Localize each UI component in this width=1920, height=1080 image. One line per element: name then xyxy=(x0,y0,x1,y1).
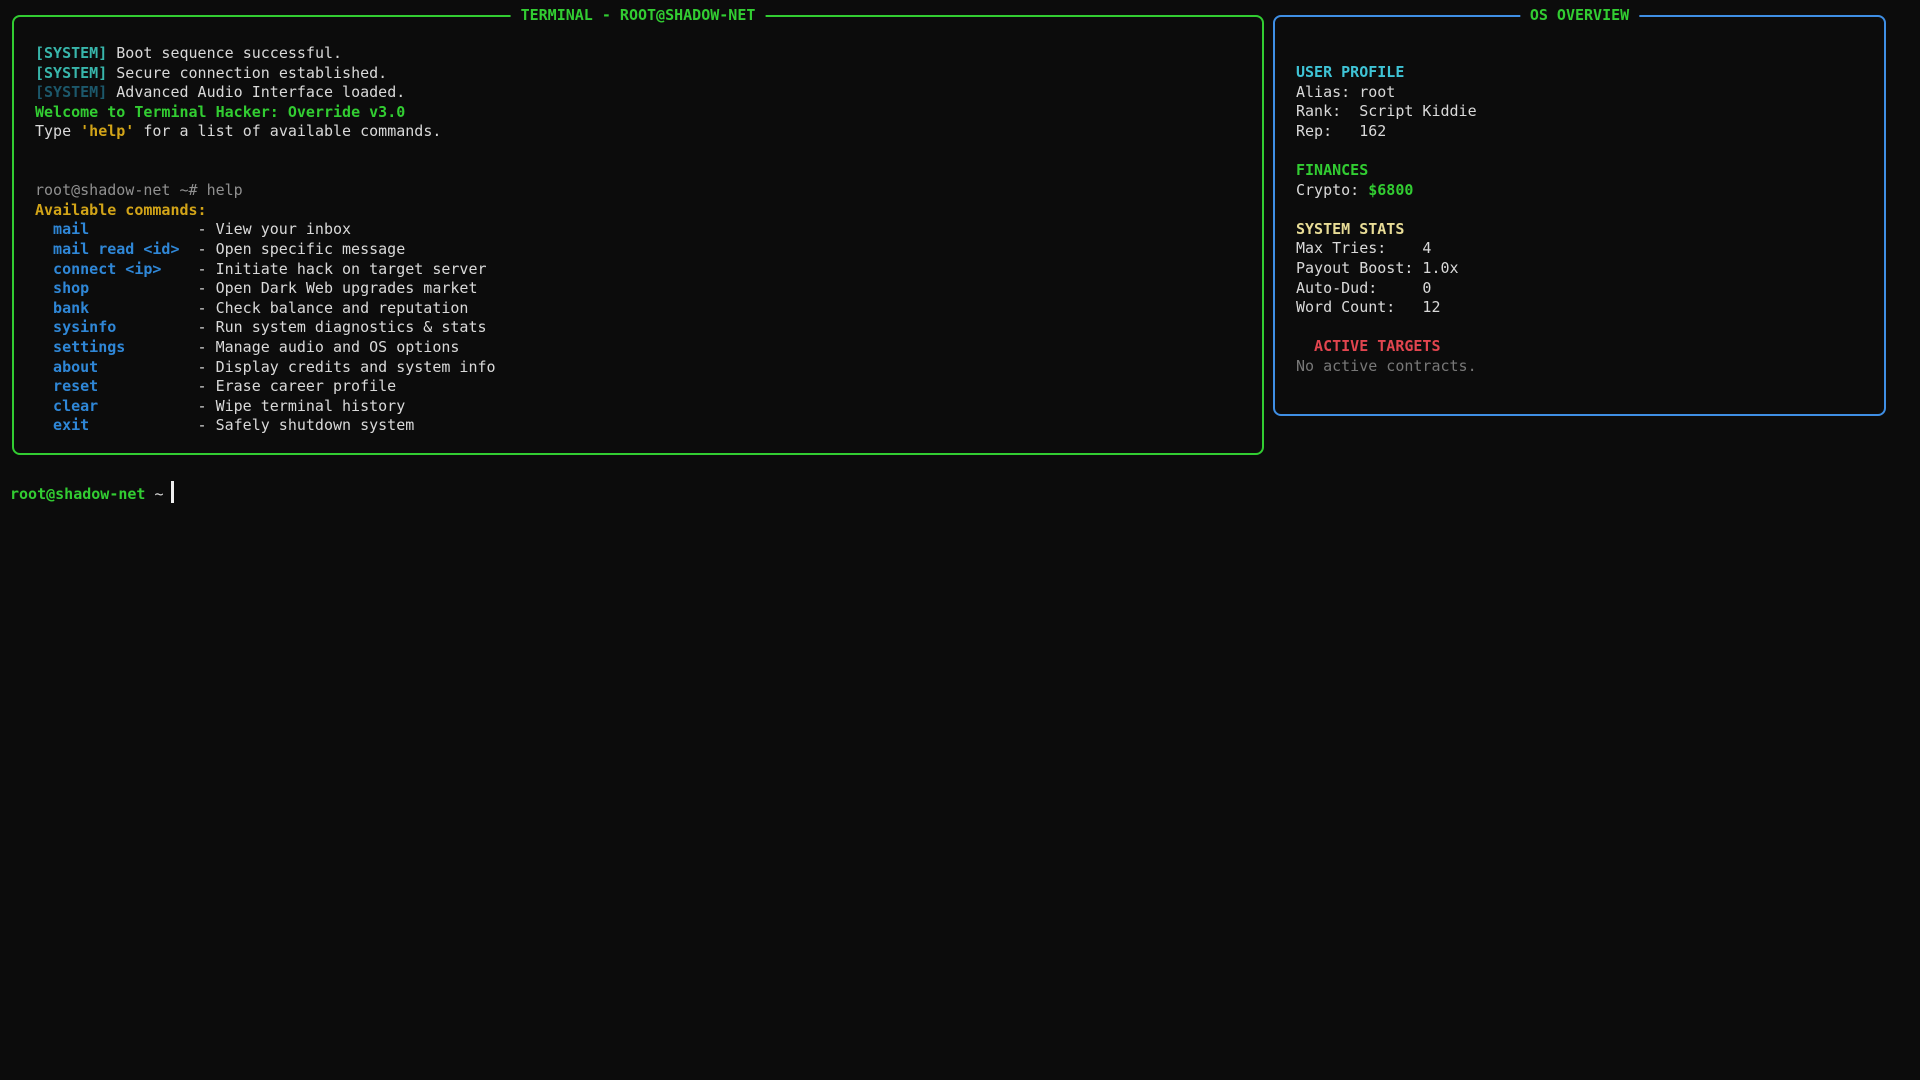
profile-value: 162 xyxy=(1359,121,1387,140)
profile-label: Rank: xyxy=(1296,102,1342,121)
os-overview-panel-title: OS OVERVIEW xyxy=(1519,6,1640,26)
text-cursor xyxy=(170,481,174,503)
stat-row: Payout Boost: 1.0x xyxy=(1296,259,1864,279)
command-row: mail - View your inbox xyxy=(35,220,1242,240)
terminal-panel: TERMINAL - ROOT@SHADOW-NET [SYSTEM] Boot … xyxy=(12,6,1264,455)
profile-label: Rep: xyxy=(1296,121,1333,140)
system-tag: [SYSTEM] xyxy=(35,63,108,82)
command-name: exit xyxy=(53,416,90,435)
command-desc: - Open Dark Web upgrades market xyxy=(197,279,478,298)
boot-line: [SYSTEM] Secure connection established. xyxy=(35,64,1242,84)
command-desc: - Display credits and system info xyxy=(197,357,496,376)
command-row: sysinfo - Run system diagnostics & stats xyxy=(35,318,1242,338)
command-row: settings - Manage audio and OS options xyxy=(35,338,1242,358)
stat-label: Max Tries: xyxy=(1296,239,1387,258)
hint-prefix: Type xyxy=(35,122,81,141)
shell-prompt-separator xyxy=(145,485,154,503)
command-row: bank - Check balance and reputation xyxy=(35,299,1242,319)
command-desc: - Run system diagnostics & stats xyxy=(197,318,487,337)
command-desc: - Open specific message xyxy=(197,239,406,258)
hint-suffix: for a list of available commands. xyxy=(134,122,442,141)
profile-label: Alias: xyxy=(1296,82,1351,101)
system-tag: [SYSTEM] xyxy=(35,44,108,62)
welcome-message: Welcome to Terminal Hacker: Override v3.… xyxy=(35,102,406,121)
boot-text: Secure connection established. xyxy=(116,63,388,82)
hint-code: 'help' xyxy=(80,122,135,141)
command-desc: - Wipe terminal history xyxy=(197,396,406,415)
stat-value: 12 xyxy=(1422,298,1441,317)
stat-label: Payout Boost: xyxy=(1296,258,1414,277)
command-row: connect <ip> - Initiate hack on target se… xyxy=(35,260,1242,280)
command-desc: - Safely shutdown system xyxy=(197,416,415,435)
command-name: about xyxy=(53,357,99,376)
blank-line xyxy=(35,142,1242,162)
os-overview-body: USER PROFILE Alias: root Rank: Script Kidd… xyxy=(1275,17,1884,377)
command-name: settings xyxy=(53,337,126,356)
terminal-output: [SYSTEM] Boot sequence successful. [SYSTE… xyxy=(14,17,1262,436)
command-row: clear - Wipe terminal history xyxy=(35,397,1242,417)
profile-value: Script Kiddie xyxy=(1359,102,1477,121)
crypto-value: $6800 xyxy=(1368,180,1414,199)
stat-row: Word Count: 12 xyxy=(1296,298,1864,318)
blank-line xyxy=(1296,141,1864,161)
shell-input-line[interactable]: root@shadow-net ~ xyxy=(10,481,174,505)
stat-value: 1.0x xyxy=(1422,258,1459,277)
os-overview-panel: OS OVERVIEW USER PROFILE Alias: root Rank… xyxy=(1273,6,1886,416)
hint-line: Type 'help' for a list of available comm… xyxy=(35,122,1242,142)
boot-text: Boot sequence successful. xyxy=(116,44,343,62)
command-name: mail xyxy=(53,220,90,239)
command-name: mail read <id> xyxy=(53,239,180,258)
crypto-row: Crypto: $6800 xyxy=(1296,181,1864,201)
stat-row: Auto-Dud: 0 xyxy=(1296,279,1864,299)
user-profile-header: USER PROFILE xyxy=(1296,63,1405,81)
profile-row: Alias: root xyxy=(1296,83,1864,103)
blank-line xyxy=(1296,318,1864,338)
command-name: clear xyxy=(53,396,99,415)
profile-row: Rep: 162 xyxy=(1296,122,1864,142)
terminal-panel-title: TERMINAL - ROOT@SHADOW-NET xyxy=(510,6,766,26)
command-name: connect <ip> xyxy=(53,259,162,278)
system-stats-header: SYSTEM STATS xyxy=(1296,219,1405,238)
shell-prompt-path: ~ xyxy=(154,485,164,503)
stat-label: Word Count: xyxy=(1296,298,1396,317)
command-name: bank xyxy=(53,298,90,317)
command-desc: - Erase career profile xyxy=(197,377,397,396)
boot-text: Advanced Audio Interface loaded. xyxy=(116,83,406,102)
command-desc: - View your inbox xyxy=(197,220,352,239)
command-row: exit - Safely shutdown system xyxy=(35,416,1242,436)
command-name: shop xyxy=(53,279,90,298)
stat-value: 0 xyxy=(1422,278,1432,297)
profile-value: root xyxy=(1359,82,1396,101)
command-desc: - Check balance and reputation xyxy=(197,298,469,317)
boot-line: [SYSTEM] Boot sequence successful. xyxy=(35,44,1242,64)
shell-prompt-user: root@shadow-net xyxy=(10,485,146,503)
profile-row: Rank: Script Kiddie xyxy=(1296,102,1864,122)
history-command: root@shadow-net ~# help xyxy=(35,181,243,200)
active-targets-header: ACTIVE TARGETS xyxy=(1314,337,1441,356)
crypto-label: Crypto: xyxy=(1296,180,1360,199)
command-name: sysinfo xyxy=(53,318,117,337)
blank-line xyxy=(35,162,1242,182)
stat-row: Max Tries: 4 xyxy=(1296,239,1864,259)
command-row: reset - Erase career profile xyxy=(35,377,1242,397)
command-row: shop - Open Dark Web upgrades market xyxy=(35,279,1242,299)
command-name: reset xyxy=(53,377,99,396)
command-desc: - Manage audio and OS options xyxy=(197,337,460,356)
command-row: mail read <id> - Open specific message xyxy=(35,240,1242,260)
blank-line xyxy=(1296,200,1864,220)
boot-line: [SYSTEM] Advanced Audio Interface loaded. xyxy=(35,83,1242,103)
commands-header: Available commands: xyxy=(35,200,207,219)
command-row: about - Display credits and system info xyxy=(35,358,1242,378)
stat-value: 4 xyxy=(1422,239,1432,258)
stat-label: Auto-Dud: xyxy=(1296,278,1378,297)
command-desc: - Initiate hack on target server xyxy=(197,259,487,278)
active-targets-empty: No active contracts. xyxy=(1296,356,1477,375)
system-tag-dim: [SYSTEM] xyxy=(35,83,108,102)
finances-header: FINANCES xyxy=(1296,160,1369,179)
